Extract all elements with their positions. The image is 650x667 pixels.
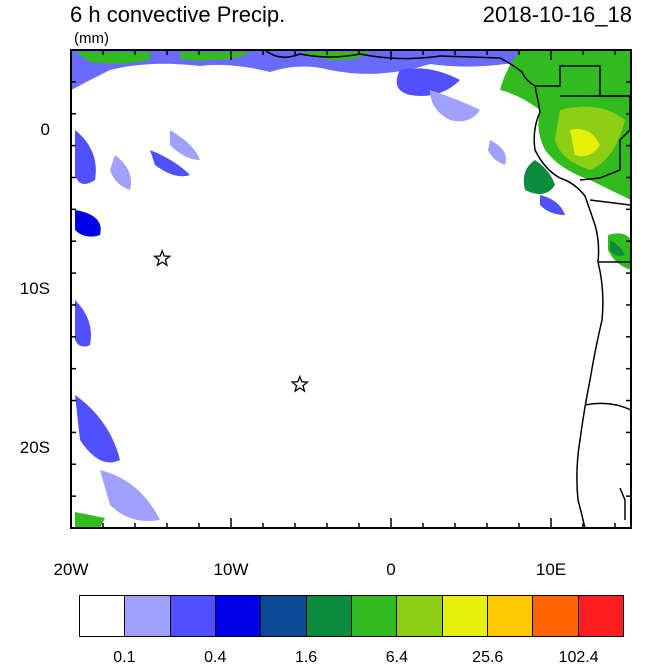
colorbar-label: 0.1 <box>113 649 136 666</box>
map-title: 6 h convective Precip. <box>70 2 286 27</box>
precip-patches <box>71 50 631 528</box>
colorbar <box>79 595 624 637</box>
colorbar-label: 0.4 <box>204 649 227 666</box>
y-tick-label: 0 <box>40 119 50 139</box>
markers <box>152 248 310 393</box>
colorbar-swatch <box>261 596 307 636</box>
colorbar-swatch <box>306 596 352 636</box>
axis-ticks <box>70 49 631 529</box>
colorbar-swatch <box>80 596 126 636</box>
y-tick-label: 10S <box>19 279 50 298</box>
map-date: 2018-10-16_18 <box>482 2 632 27</box>
x-tick-label: 20W <box>53 560 89 579</box>
colorbar-swatch <box>533 596 579 636</box>
colorbar-label: 102.4 <box>558 649 599 666</box>
colorbar-swatch <box>170 596 216 636</box>
x-tick-label: 10W <box>213 560 249 579</box>
units-label: (mm) <box>74 30 109 47</box>
x-tick-label: 0 <box>386 560 396 579</box>
colorbar-swatch <box>125 596 171 636</box>
y-tick-label: 20S <box>19 438 50 458</box>
colorbar-swatch <box>442 596 488 636</box>
colorbar-swatch <box>578 596 623 636</box>
colorbar-swatch <box>351 596 398 636</box>
colorbar-label: 1.6 <box>294 649 318 666</box>
map-frame <box>70 49 632 529</box>
colorbar-label: 6.4 <box>385 649 409 666</box>
coastline <box>264 49 632 529</box>
star-marker-icon <box>290 374 310 393</box>
colorbar-swatch <box>397 596 443 636</box>
map-background <box>71 50 631 528</box>
colorbar-swatch <box>487 596 534 636</box>
x-tick-label: 10E <box>535 560 567 579</box>
colorbar-label: 25.6 <box>472 649 504 666</box>
colorbar-swatch <box>215 596 262 636</box>
star-marker-icon <box>152 248 172 267</box>
